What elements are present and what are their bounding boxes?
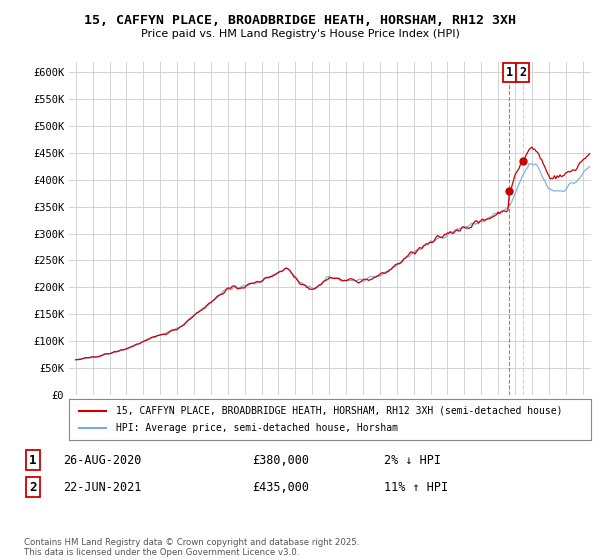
Text: 15, CAFFYN PLACE, BROADBRIDGE HEATH, HORSHAM, RH12 3XH: 15, CAFFYN PLACE, BROADBRIDGE HEATH, HOR… <box>84 14 516 27</box>
Text: Contains HM Land Registry data © Crown copyright and database right 2025.
This d: Contains HM Land Registry data © Crown c… <box>24 538 359 557</box>
Text: 2: 2 <box>29 480 37 494</box>
Text: 11% ↑ HPI: 11% ↑ HPI <box>384 480 448 494</box>
Text: £380,000: £380,000 <box>252 454 309 467</box>
Text: 2: 2 <box>520 66 526 79</box>
Text: 1: 1 <box>29 454 37 467</box>
Text: 22-JUN-2021: 22-JUN-2021 <box>63 480 142 494</box>
Text: 15, CAFFYN PLACE, BROADBRIDGE HEATH, HORSHAM, RH12 3XH (semi-detached house): 15, CAFFYN PLACE, BROADBRIDGE HEATH, HOR… <box>116 405 562 416</box>
Text: HPI: Average price, semi-detached house, Horsham: HPI: Average price, semi-detached house,… <box>116 423 398 433</box>
Text: 1: 1 <box>506 66 512 79</box>
Text: Price paid vs. HM Land Registry's House Price Index (HPI): Price paid vs. HM Land Registry's House … <box>140 29 460 39</box>
Text: 2% ↓ HPI: 2% ↓ HPI <box>384 454 441 467</box>
Text: 26-AUG-2020: 26-AUG-2020 <box>63 454 142 467</box>
Text: £435,000: £435,000 <box>252 480 309 494</box>
